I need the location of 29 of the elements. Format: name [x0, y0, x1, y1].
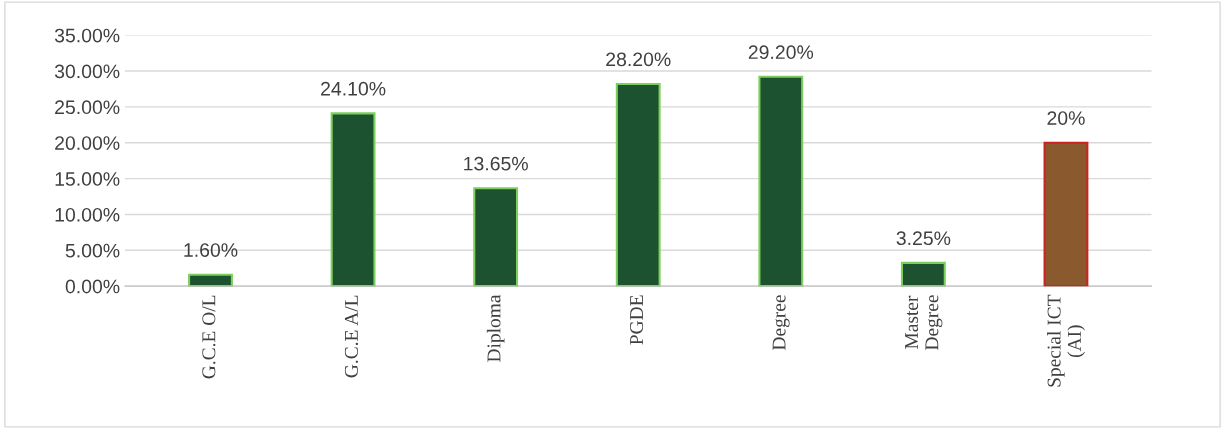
bar [188, 273, 233, 287]
bar [1043, 141, 1089, 287]
x-tick-label: G.C.E A/L [344, 295, 359, 378]
bar [473, 187, 519, 287]
x-tick-label: PGDE [630, 295, 644, 345]
y-tick-label: 10.00% [55, 207, 120, 222]
data-label: 3.25% [896, 231, 951, 246]
y-tick-label: 15.00% [55, 172, 120, 186]
y-tick-label: 0.00% [65, 279, 120, 294]
data-label: 20% [1047, 111, 1085, 125]
data-label: 1.60% [184, 243, 238, 257]
bar [758, 75, 804, 287]
y-tick-label: 25.00% [55, 100, 120, 115]
x-tick-label: G.C.E O/L [202, 295, 216, 379]
bar [900, 261, 946, 287]
bar [330, 112, 376, 287]
data-label: 13.65% [464, 156, 528, 171]
x-tick-label: Special ICT (AI) [1046, 294, 1085, 387]
y-tick-label: 5.00% [65, 243, 120, 258]
y-tick-label: 20.00% [55, 136, 120, 150]
bar [615, 82, 661, 287]
x-tick-label: Diploma [486, 294, 505, 362]
x-tick-label: Master Degree [905, 295, 943, 351]
data-label: 24.10% [321, 81, 386, 96]
y-tick-label: 30.00% [54, 64, 120, 79]
data-label: 28.20% [606, 52, 671, 67]
y-tick-label: 35.00% [54, 28, 120, 43]
x-tick-label: Degree [772, 295, 790, 351]
data-label: 29.20% [748, 45, 814, 60]
